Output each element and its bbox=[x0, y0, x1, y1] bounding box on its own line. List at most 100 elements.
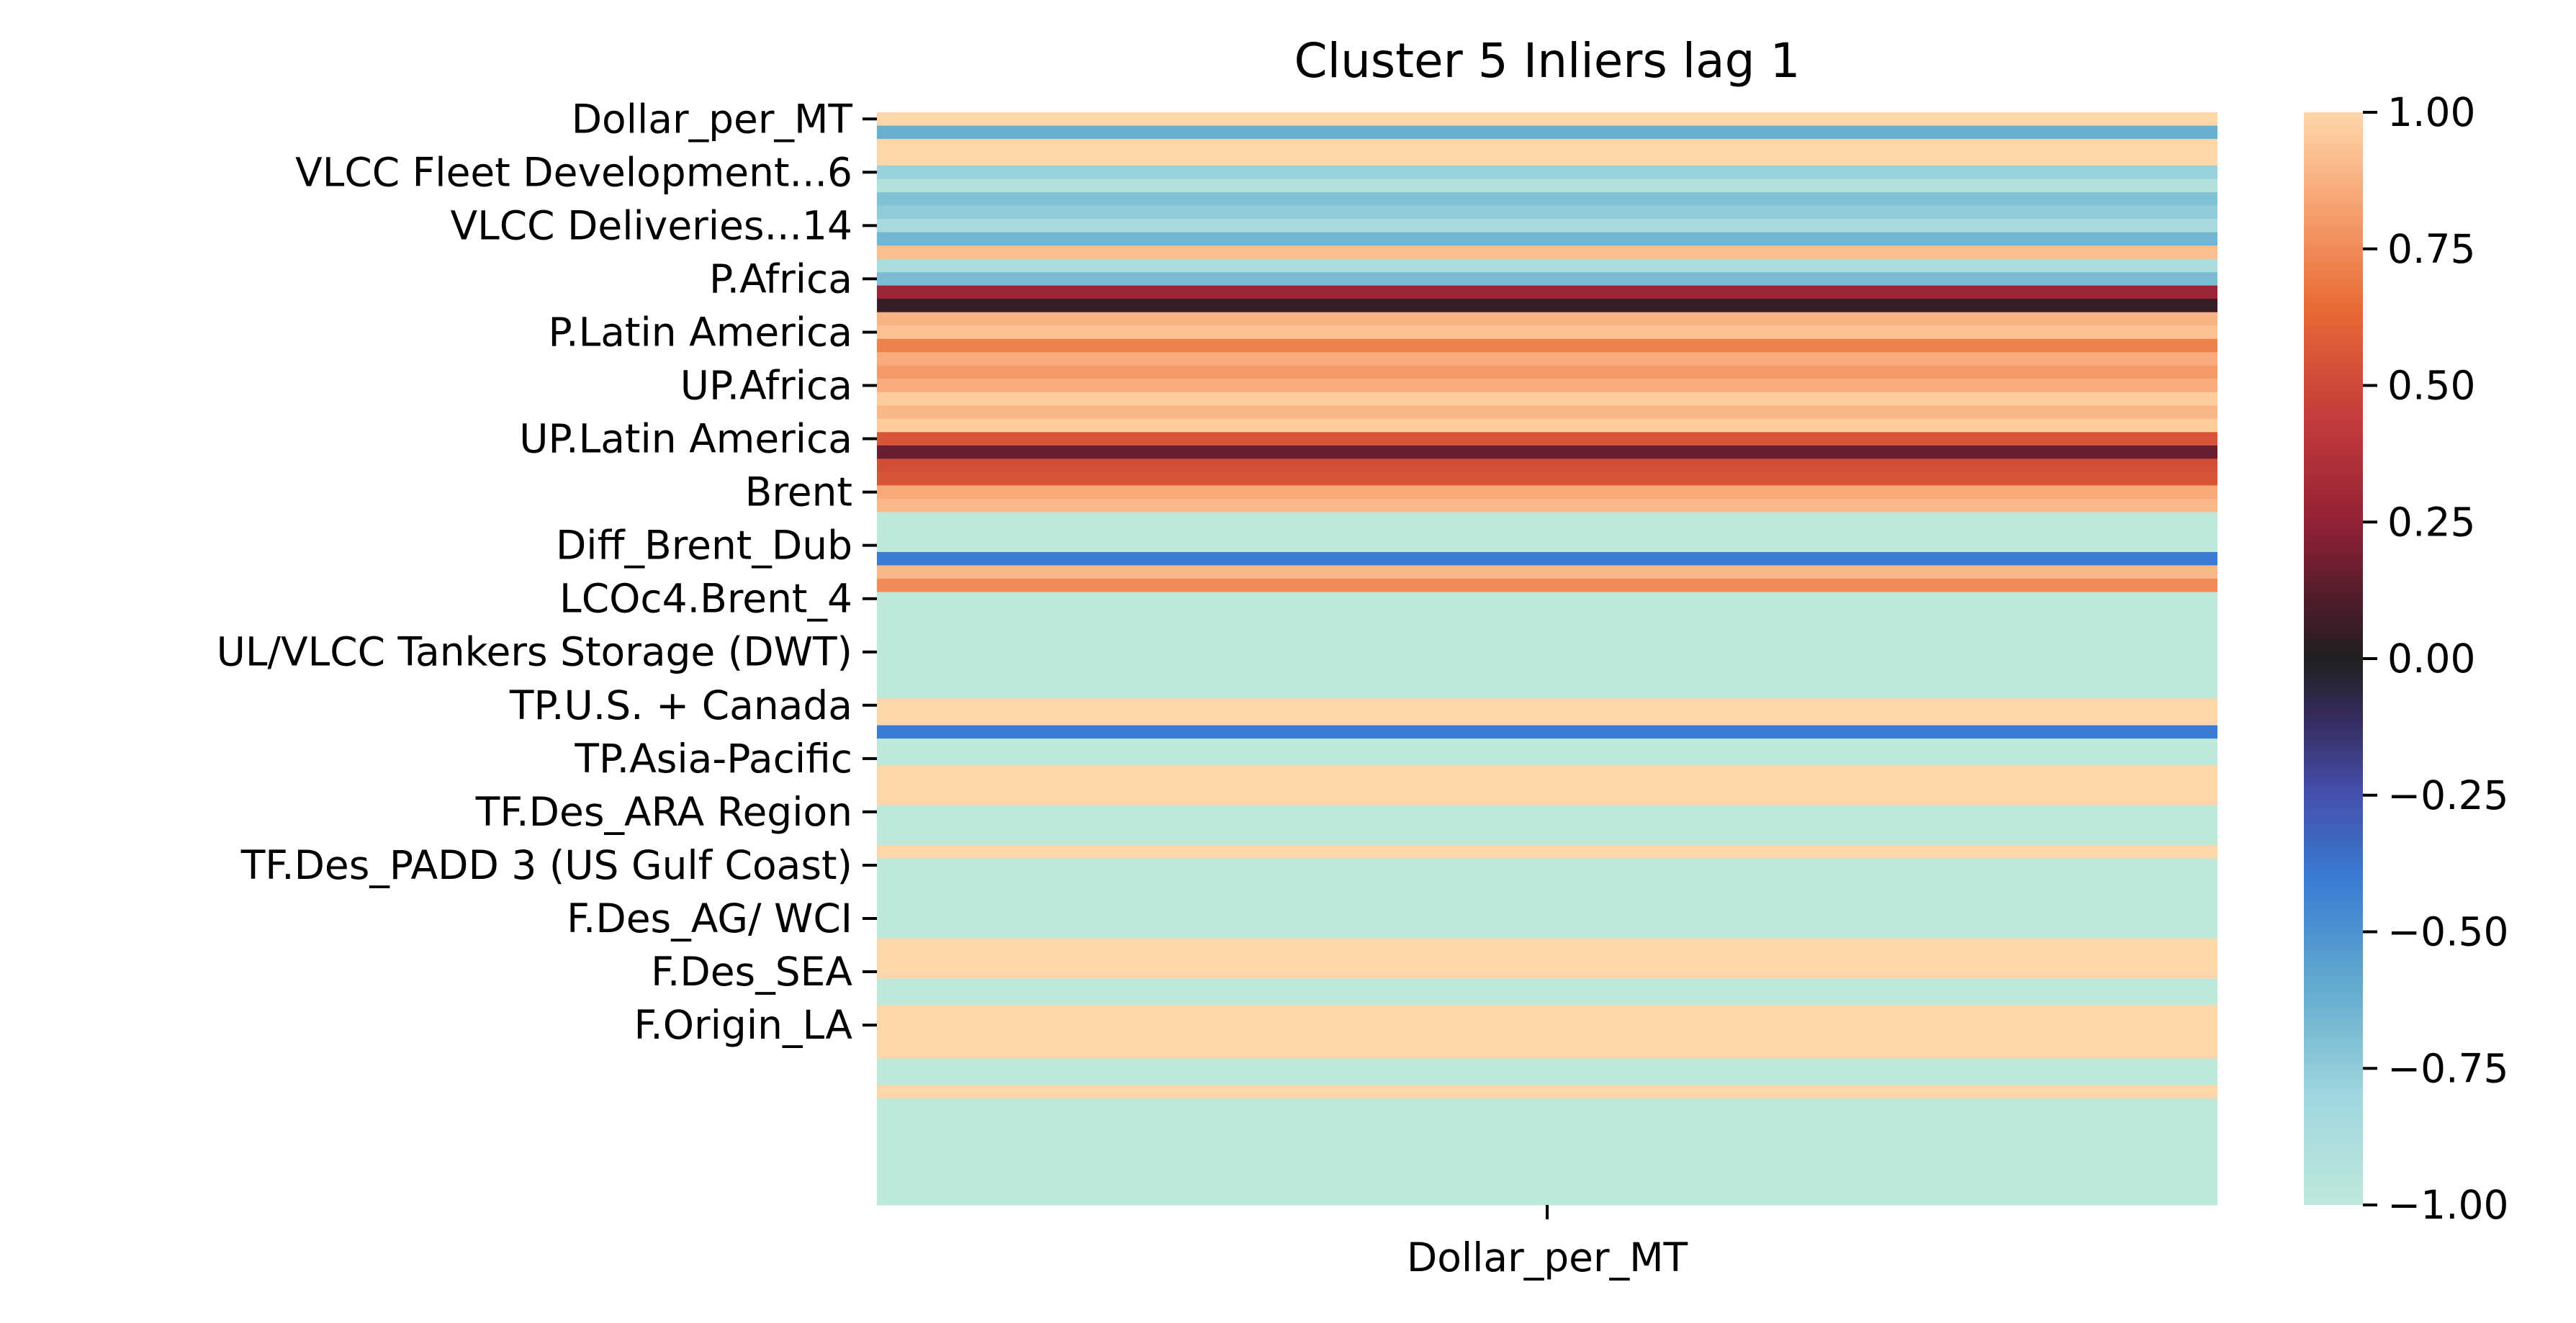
heatmap-cell bbox=[877, 1071, 2217, 1085]
y-tick-label: LCOc4.Brent_4 bbox=[559, 576, 852, 622]
colorbar-tick-label: −0.50 bbox=[2387, 909, 2509, 955]
heatmap-cell bbox=[877, 792, 2217, 806]
y-tick-label: Dollar_per_MT bbox=[572, 96, 853, 142]
heatmap-cell bbox=[877, 272, 2217, 286]
y-tick-label: F.Des_SEA bbox=[651, 949, 852, 995]
heatmap-cell bbox=[877, 312, 2217, 326]
colorbar-tick-label: 0.75 bbox=[2387, 226, 2475, 272]
y-tick-label: UP.Latin America bbox=[519, 416, 852, 462]
heatmap-cell bbox=[877, 485, 2217, 500]
heatmap-cell bbox=[877, 139, 2217, 153]
heatmap-cell bbox=[877, 1044, 2217, 1059]
heatmap-cell bbox=[877, 258, 2217, 273]
heatmap-cell bbox=[877, 112, 2217, 127]
y-tick-label: TF.Des_ARA Region bbox=[475, 789, 852, 835]
y-tick-label: VLCC Deliveries...14 bbox=[450, 202, 852, 248]
heatmap-cell bbox=[877, 1085, 2217, 1099]
colorbar-tick-label: −0.75 bbox=[2387, 1045, 2509, 1091]
heatmap-cell bbox=[877, 858, 2217, 872]
heatmap-cell bbox=[877, 1031, 2217, 1046]
y-tick-label: Diff_Brent_Dub bbox=[556, 523, 852, 569]
heatmap-cell bbox=[877, 512, 2217, 526]
y-tick-label: VLCC Fleet Development...6 bbox=[295, 149, 852, 195]
y-tick-label: Brent bbox=[745, 469, 852, 515]
heatmap-cell bbox=[877, 285, 2217, 299]
heatmap-cell bbox=[877, 952, 2217, 966]
heatmap-cell bbox=[877, 352, 2217, 366]
heatmap-cell bbox=[877, 299, 2217, 313]
heatmap-cell bbox=[877, 325, 2217, 340]
y-tick-label: TP.Asia-Pacific bbox=[574, 736, 852, 782]
heatmap-cell bbox=[877, 925, 2217, 939]
y-tick-label: UL/VLCC Tankers Storage (DWT) bbox=[217, 629, 852, 675]
heatmap-cell bbox=[877, 1178, 2217, 1193]
heatmap-cell bbox=[877, 565, 2217, 579]
heatmap-cell bbox=[877, 245, 2217, 260]
heatmap-cell bbox=[877, 672, 2217, 686]
y-tick-label: P.Latin America bbox=[549, 309, 853, 355]
colorbar-tick-label: 0.25 bbox=[2387, 499, 2475, 545]
heatmap-cell bbox=[877, 885, 2217, 899]
heatmap-cell bbox=[877, 1151, 2217, 1166]
heatmap-cell bbox=[877, 418, 2217, 433]
heatmap-cell bbox=[877, 166, 2217, 180]
heatmap-cell bbox=[877, 1111, 2217, 1126]
heatmap-cell bbox=[877, 698, 2217, 713]
y-tick-label: P.Africa bbox=[709, 256, 852, 302]
y-tick-label: F.Origin_LA bbox=[634, 1002, 852, 1048]
heatmap-cell bbox=[877, 991, 2217, 1006]
y-axis-ticks: Dollar_per_MT VLCC Fleet Development...6 V… bbox=[217, 96, 877, 1048]
heatmap-cell bbox=[877, 911, 2217, 926]
y-tick-label: TF.Des_PADD 3 (US Gulf Coast) bbox=[240, 842, 852, 888]
heatmap-cell bbox=[877, 872, 2217, 886]
heatmap-cell bbox=[877, 232, 2217, 246]
heatmap-cell bbox=[877, 965, 2217, 979]
heatmap-cell bbox=[877, 152, 2217, 166]
heatmap-cell bbox=[877, 592, 2217, 606]
heatmap-cell bbox=[877, 338, 2217, 353]
heatmap-cell bbox=[877, 685, 2217, 700]
heatmap-cell bbox=[877, 538, 2217, 553]
heatmap-cell bbox=[877, 405, 2217, 420]
colorbar-tick-label: −0.25 bbox=[2387, 772, 2509, 818]
heatmap-cell bbox=[877, 1191, 2217, 1206]
heatmap-cell bbox=[877, 725, 2217, 739]
heatmap-cell bbox=[877, 365, 2217, 379]
y-tick-label: TP.U.S. + Canada bbox=[509, 682, 852, 728]
y-tick-label: F.Des_AG/ WCI bbox=[567, 895, 852, 942]
heatmap-cell bbox=[877, 498, 2217, 513]
heatmap-cell bbox=[877, 938, 2217, 952]
heatmap-cell bbox=[877, 659, 2217, 673]
heatmap-cell bbox=[877, 1124, 2217, 1139]
heatmap-cell bbox=[877, 818, 2217, 833]
heatmap-cell bbox=[877, 831, 2217, 846]
heatmap-cell bbox=[877, 379, 2217, 393]
heatmap-cell bbox=[877, 618, 2217, 633]
heatmap-cell bbox=[877, 751, 2217, 766]
heatmap-cell bbox=[877, 578, 2217, 593]
heatmap-cell bbox=[877, 205, 2217, 220]
x-axis-ticks: Dollar_per_MT bbox=[1407, 1205, 1688, 1281]
heatmap-cell bbox=[877, 551, 2217, 566]
heatmap-cell bbox=[877, 1005, 2217, 1019]
heatmap-cell bbox=[877, 845, 2217, 859]
heatmap-cell bbox=[877, 605, 2217, 620]
heatmap-cell bbox=[877, 645, 2217, 659]
heatmap-cell bbox=[877, 459, 2217, 473]
heatmap-cell bbox=[877, 1058, 2217, 1073]
heatmap-cells bbox=[877, 112, 2217, 1206]
heatmap-cell bbox=[877, 978, 2217, 993]
colorbar-tick-label: −1.00 bbox=[2387, 1182, 2509, 1228]
heatmap-cell bbox=[877, 192, 2217, 207]
chart-title: Cluster 5 Inliers lag 1 bbox=[1294, 33, 1801, 89]
heatmap-cell bbox=[877, 471, 2217, 486]
heatmap-cell bbox=[877, 898, 2217, 913]
heatmap-cell bbox=[877, 765, 2217, 780]
heatmap-cell bbox=[877, 525, 2217, 539]
colorbar-tick-label: 0.00 bbox=[2387, 636, 2475, 682]
heatmap-cell bbox=[877, 179, 2217, 193]
colorbar-ticks: 1.00 0.75 0.50 0.25 0.00 −0.25 −0.50 −0.75 −1.00 bbox=[2363, 89, 2509, 1228]
heatmap-cell bbox=[877, 125, 2217, 140]
